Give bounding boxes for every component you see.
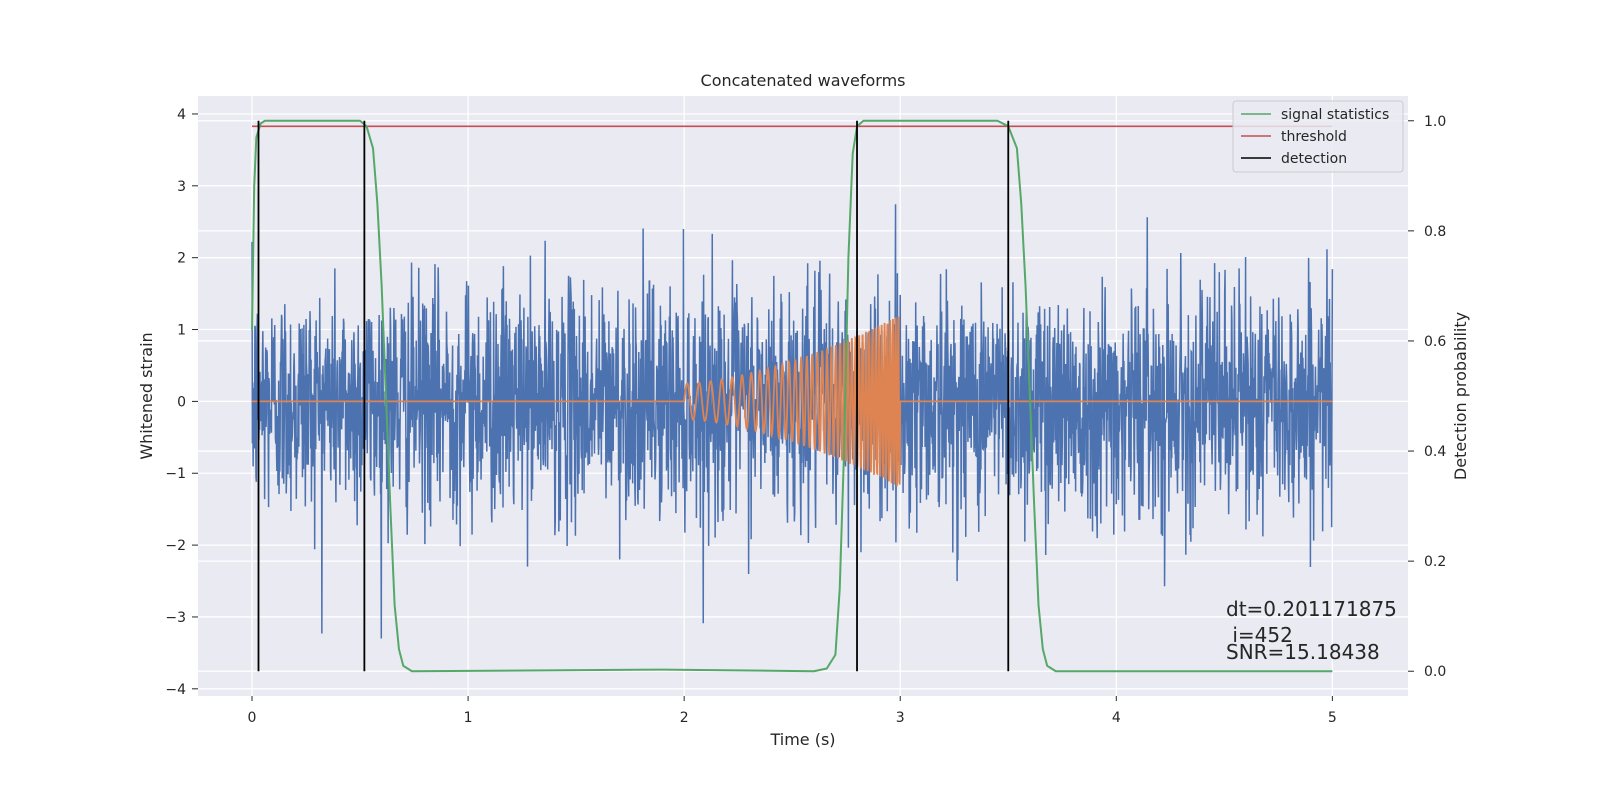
left-y-tick-label: 2 [177,251,186,267]
x-tick-label: 1 [464,710,473,726]
x-axis-label: Time (s) [769,730,835,749]
legend-box [1232,100,1404,173]
right-y-tick-label: 0.8 [1424,224,1446,240]
x-ticks: 0 1 2 3 4 5 [248,696,1337,726]
legend-label-threshold: threshold [1281,129,1347,145]
left-y-tick-label: 1 [177,323,186,339]
left-y-tick-label: 0 [177,394,186,410]
left-y-tick-label: −1 [165,466,186,482]
x-tick-label: 5 [1328,710,1337,726]
right-y-axis-label: Detection probability [1451,312,1470,480]
series-signal-statistics [251,119,1333,673]
right-y-ticks: 0.0 0.2 0.4 0.6 0.8 1.0 [1408,114,1446,680]
left-y-tick-label: 4 [177,107,186,123]
annotation-dt: dt=0.201171875 [1226,597,1397,621]
x-tick-label: 2 [680,710,689,726]
x-tick-label: 0 [248,710,257,726]
annotation-snr: SNR=15.18438 [1226,640,1380,664]
right-y-tick-label: 0.4 [1424,444,1446,460]
legend-label-signal-statistics: signal statistics [1281,107,1389,123]
annotation-index: i=452 [1226,623,1293,647]
x-tick-label: 4 [1112,710,1121,726]
chart-title: Concatenated waveforms [701,71,906,90]
left-y-tick-label: 3 [177,179,186,195]
legend-label-detection: detection [1281,151,1347,167]
series-injected-chirp [252,316,1333,486]
right-y-tick-label: 0.0 [1424,664,1446,680]
left-y-tick-label: −3 [165,610,186,626]
series-layer [251,119,1334,673]
right-y-tick-label: 0.6 [1424,334,1446,350]
x-tick-label: 3 [896,710,905,726]
legend: signal statistics threshold detection [1232,100,1404,173]
series-whitened-strain-noise [251,204,1334,639]
right-y-tick-label: 0.2 [1424,554,1446,570]
left-y-axis-label: Whitened strain [137,332,156,459]
right-y-tick-label: 1.0 [1424,114,1446,130]
left-y-tick-label: −4 [165,682,186,698]
left-y-tick-label: −2 [165,538,186,554]
left-y-ticks: −4 −3 −2 −1 0 1 2 3 4 [165,107,198,698]
